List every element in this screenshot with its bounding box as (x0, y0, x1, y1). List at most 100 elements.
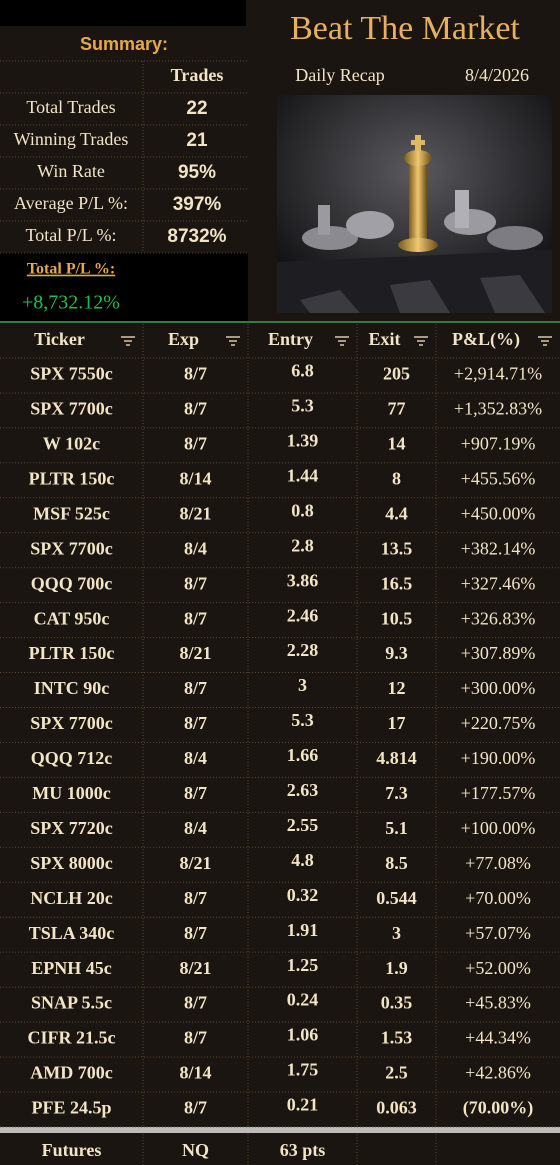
pnl: +382.14% (461, 538, 536, 558)
entry: 1.25 (287, 955, 319, 975)
expiry: 8/21 (179, 643, 211, 663)
pnl: +326.83% (461, 608, 536, 628)
summary-label: Total P/L %: (25, 225, 116, 245)
pnl: +44.34% (465, 1028, 531, 1048)
summary-label: Win Rate (37, 161, 105, 181)
ticker: SPX 7700c (30, 538, 113, 558)
exit: 16.5 (381, 573, 413, 593)
column-header: P&L(%) (452, 329, 520, 350)
expiry: 8/7 (184, 399, 207, 419)
ticker: INTC 90c (34, 678, 110, 698)
exit: 0.544 (376, 888, 417, 908)
entry: 1.44 (287, 465, 319, 485)
entry: 2.28 (287, 640, 319, 660)
column-header: Exit (368, 329, 400, 349)
pnl: +177.57% (461, 783, 536, 803)
summary-label: Winning Trades (14, 129, 129, 149)
entry: 1.39 (287, 431, 319, 451)
entry: 0.21 (287, 1095, 319, 1115)
expiry: 8/7 (184, 434, 207, 454)
expiry: 8/4 (184, 818, 207, 838)
entry: 6.8 (291, 361, 314, 381)
entry: 5.3 (291, 396, 314, 416)
summary-value: 21 (186, 130, 208, 151)
ticker: W 102c (43, 434, 100, 454)
entry: 1.91 (287, 920, 319, 940)
pnl: +57.07% (465, 923, 531, 943)
expiry: 8/7 (184, 1098, 207, 1118)
pnl: +70.00% (465, 888, 531, 908)
expiry: 8/7 (184, 573, 207, 593)
ticker: SPX 7720c (30, 818, 113, 838)
entry: 2.8 (291, 535, 314, 555)
exit: 17 (388, 713, 406, 733)
pnl: +450.00% (461, 503, 536, 523)
pnl: +77.08% (465, 853, 531, 873)
total-label: Total P/L %: (27, 261, 115, 278)
pnl: +307.89% (461, 643, 536, 663)
pnl: +907.19% (461, 434, 536, 454)
entry: 5.3 (291, 710, 314, 730)
summary-value: 95% (178, 162, 216, 183)
expiry: 8/7 (184, 678, 207, 698)
exit: 9.3 (385, 643, 408, 663)
expiry: 8/4 (184, 538, 207, 558)
pnl: +2,914.71% (454, 364, 542, 384)
expiry: 8/7 (184, 783, 207, 803)
pnl: +45.83% (465, 993, 531, 1013)
entry: 1.06 (287, 1025, 319, 1045)
summary-column-header: Trades (171, 65, 224, 85)
top-bar (0, 0, 246, 26)
footer-cell: 63 pts (280, 1140, 326, 1160)
pnl: (70.00%) (463, 1098, 534, 1119)
expiry: 8/7 (184, 608, 207, 628)
ticker: QQQ 700c (31, 573, 113, 593)
date: 8/4/2026 (465, 65, 529, 85)
expiry: 8/7 (184, 713, 207, 733)
exit: 0.063 (376, 1098, 417, 1118)
expiry: 8/21 (179, 503, 211, 523)
entry: 4.8 (291, 850, 314, 870)
ticker: CIFR 21.5c (28, 1028, 116, 1048)
exit: 10.5 (381, 608, 413, 628)
footer-cell: Futures (42, 1140, 102, 1160)
entry: 2.63 (287, 780, 319, 800)
ticker: SPX 7550c (30, 364, 113, 384)
entry: 1.66 (287, 745, 319, 765)
expiry: 8/4 (184, 748, 207, 768)
ticker: MU 1000c (32, 783, 110, 803)
footer-cell: NQ (182, 1140, 209, 1160)
expiry: 8/7 (184, 1028, 207, 1048)
exit: 8 (392, 468, 401, 488)
ticker: PLTR 150c (29, 643, 115, 663)
ticker: EPNH 45c (31, 958, 112, 978)
expiry: 8/7 (184, 993, 207, 1013)
pnl: +220.75% (461, 713, 536, 733)
expiry: 8/7 (184, 888, 207, 908)
exit: 205 (383, 364, 410, 384)
entry: 1.75 (287, 1060, 319, 1080)
exit: 13.5 (381, 538, 413, 558)
exit: 1.53 (381, 1028, 413, 1048)
entry: 2.46 (287, 605, 319, 625)
separator (0, 1127, 560, 1133)
entry: 0.32 (287, 885, 319, 905)
exit: 0.35 (381, 993, 413, 1013)
exit: 4.814 (376, 748, 417, 768)
page-title: Beat The Market (290, 10, 520, 47)
ticker: PLTR 150c (29, 468, 115, 488)
exit: 8.5 (385, 853, 408, 873)
entry: 3.86 (287, 570, 319, 590)
exit: 12 (388, 678, 406, 698)
summary-label: Total Trades (26, 97, 115, 117)
pnl: +300.00% (461, 678, 536, 698)
pnl: +190.00% (461, 748, 536, 768)
pnl: +100.00% (461, 818, 536, 838)
ticker: AMD 700c (30, 1063, 112, 1083)
expiry: 8/7 (184, 364, 207, 384)
column-header: Ticker (34, 329, 85, 349)
exit: 14 (388, 434, 406, 454)
ticker: QQQ 712c (31, 748, 113, 768)
chess-image (277, 95, 552, 313)
summary-value: 397% (173, 194, 222, 215)
